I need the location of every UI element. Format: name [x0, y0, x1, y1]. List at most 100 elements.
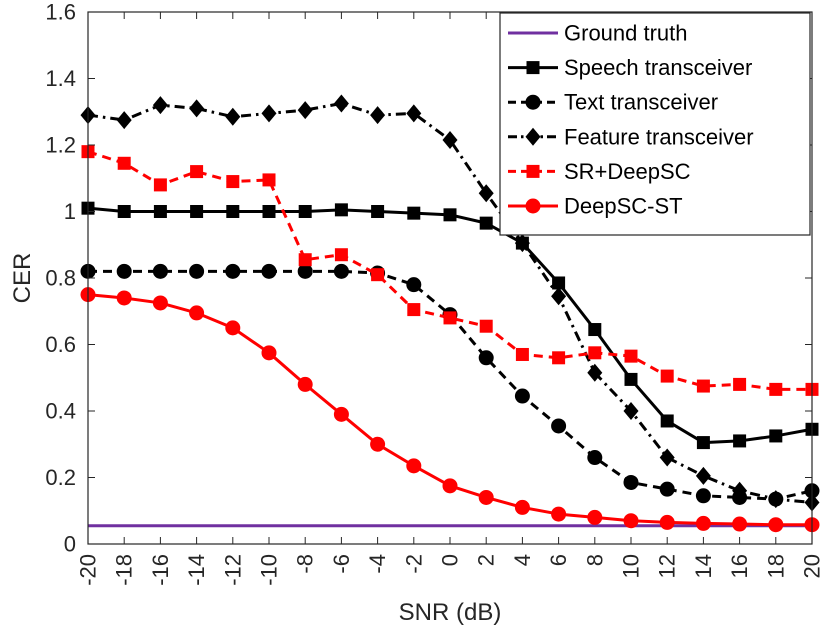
data-point: [588, 323, 602, 337]
data-point: [189, 305, 205, 321]
data-point: [659, 481, 675, 497]
data-point: [514, 388, 530, 404]
data-point: [334, 248, 348, 262]
data-point: [769, 382, 783, 396]
data-point: [116, 263, 132, 279]
legend-entry-speech-transceiver: Speech transceiver: [508, 55, 752, 80]
data-point: [152, 295, 168, 311]
legend-entry-text-transceiver: Text transceiver: [508, 90, 718, 115]
data-point: [333, 94, 349, 113]
x-tick-label: -6: [329, 554, 354, 574]
x-tick-label: 20: [800, 554, 825, 578]
data-point: [407, 206, 421, 220]
data-point: [659, 514, 675, 530]
series-line: [87, 206, 813, 445]
series-line: [88, 269, 813, 501]
data-point: [696, 379, 710, 393]
data-point: [262, 205, 276, 218]
data-point: [297, 376, 313, 392]
data-point: [406, 458, 422, 474]
data-point: [297, 263, 313, 279]
x-tick-label: -8: [293, 554, 318, 574]
y-tick-label: 0.8: [45, 266, 76, 291]
data-point: [261, 104, 277, 123]
data-point: [226, 175, 240, 189]
data-point: [371, 205, 385, 218]
x-tick-label: 18: [763, 554, 788, 578]
data-point: [152, 263, 168, 279]
data-point: [551, 506, 567, 522]
data-point: [443, 311, 457, 325]
data-point: [370, 106, 386, 125]
x-tick-label: 6: [546, 554, 571, 566]
data-point: [190, 165, 204, 179]
legend-marker: [526, 164, 540, 178]
data-point: [261, 345, 277, 361]
y-tick-label: 1.6: [45, 0, 76, 25]
data-point: [478, 184, 494, 203]
data-point: [333, 263, 349, 279]
legend-marker: [525, 198, 541, 214]
data-point: [587, 450, 603, 466]
legend: Ground truth Speech transceiver Text trans…: [499, 12, 811, 236]
x-tick-label: -18: [112, 554, 137, 586]
data-point: [479, 216, 493, 230]
data-point: [515, 347, 529, 361]
legend-label: Ground truth: [564, 21, 688, 46]
data-point: [514, 234, 530, 253]
data-point: [552, 351, 566, 365]
x-tick-label: 12: [655, 554, 680, 578]
data-point: [768, 490, 784, 509]
legend-label: Text transceiver: [564, 90, 718, 115]
data-point: [371, 268, 385, 282]
data-point: [116, 290, 132, 306]
y-tick-label: 1.4: [45, 66, 76, 91]
data-point: [769, 429, 783, 443]
y-tick-label: 1: [64, 199, 76, 224]
axis-ticks: -20 -18 -16 -14 -12 -10 -8 -6 -4 -2 0 2 4 6 8 10 12 14 16 1…: [45, 0, 824, 586]
data-point: [117, 205, 131, 218]
x-tick-label: 10: [619, 554, 644, 578]
data-point: [189, 263, 205, 279]
y-tick-label: 0.6: [45, 332, 76, 357]
data-point: [478, 350, 494, 366]
x-tick-label: -16: [148, 554, 173, 586]
x-tick-label: -12: [220, 554, 245, 586]
data-point: [587, 363, 603, 382]
x-axis-title: SNR (dB): [399, 599, 502, 626]
data-point: [624, 372, 638, 386]
x-tick-label: 2: [474, 554, 499, 566]
data-point: [334, 203, 348, 217]
y-axis-title: CER: [9, 253, 36, 304]
data-point: [733, 434, 747, 448]
data-point: [226, 205, 240, 218]
series-speech-transceiver: [81, 201, 819, 450]
data-point: [732, 481, 748, 500]
legend-marker: [525, 127, 541, 146]
y-tick-label: 0.4: [45, 399, 76, 424]
data-point: [587, 509, 603, 525]
data-point: [297, 101, 313, 120]
legend-marker: [525, 94, 541, 110]
legend-label: Speech transceiver: [564, 55, 752, 80]
data-point: [153, 178, 167, 192]
y-tick-label: 0: [64, 532, 76, 557]
legend-label: DeepSC-ST: [564, 194, 683, 219]
data-point: [443, 208, 457, 222]
data-point: [732, 516, 748, 532]
x-tick-label: -20: [76, 554, 101, 586]
data-point: [623, 402, 639, 420]
data-point: [370, 436, 386, 452]
plot-area: [80, 94, 820, 533]
data-point: [660, 369, 674, 383]
data-point: [261, 263, 277, 279]
x-tick-label: 4: [510, 554, 535, 566]
data-point: [695, 466, 711, 485]
legend-label: SR+DeepSC: [564, 159, 691, 184]
data-point: [695, 488, 711, 504]
data-point: [624, 349, 638, 363]
x-tick-label: 16: [727, 554, 752, 578]
data-point: [552, 276, 566, 290]
data-point: [442, 478, 458, 494]
